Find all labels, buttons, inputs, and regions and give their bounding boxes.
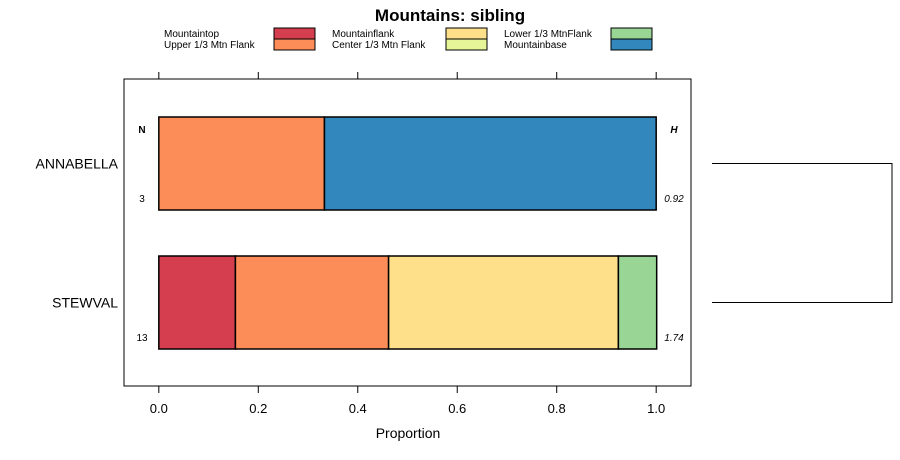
x-tick-label: 0.2 (249, 401, 267, 416)
x-tick-label: 0.6 (448, 401, 466, 416)
row-label: ANNABELLA (36, 156, 119, 172)
bar-segment (234, 255, 390, 350)
legend-label: Mountaintop (164, 29, 219, 40)
n-value: 13 (136, 333, 148, 344)
legend-swatch (445, 27, 488, 40)
row-labels: ANNABELLA STEWVAL (36, 156, 119, 311)
legend-swatch (273, 38, 316, 51)
legend-swatch (610, 27, 653, 40)
bar-segment (387, 255, 620, 350)
h-value: 0.92 (664, 194, 684, 205)
chart-title: Mountains: sibling (375, 6, 525, 25)
legend-swatch (445, 38, 488, 51)
dendrogram (712, 163, 893, 303)
x-axis: 0.0 0.2 0.4 0.6 0.8 1.0 (150, 72, 665, 416)
n-value: 3 (139, 194, 145, 205)
x-tick-label: 0.8 (548, 401, 566, 416)
dendrogram-branch (712, 163, 893, 303)
n-h-annotations: N H 3 0.92 13 1.74 (136, 125, 684, 344)
legend-label: Upper 1/3 Mtn Flank (164, 40, 256, 51)
bar-segment (617, 255, 658, 350)
x-tick-label: 0.0 (150, 401, 168, 416)
legend-label: Center 1/3 Mtn Flank (332, 40, 426, 51)
bar-segment (158, 116, 326, 211)
bars (158, 116, 658, 350)
legend-swatch (273, 27, 316, 40)
h-value: 1.74 (664, 333, 684, 344)
legend-label: Mountainflank (332, 29, 395, 40)
legend-swatch (610, 38, 653, 51)
n-header: N (138, 125, 145, 136)
legend-label: Mountainbase (504, 40, 567, 51)
x-tick-label: 1.0 (647, 401, 665, 416)
legend-label: Lower 1/3 MtnFlank (504, 29, 593, 40)
x-tick-label: 0.4 (349, 401, 367, 416)
h-header: H (670, 125, 678, 136)
x-axis-label: Proportion (376, 425, 441, 441)
row-label: STEWVAL (52, 295, 118, 311)
bar-segment (323, 116, 657, 211)
plot-frame (123, 78, 692, 387)
bar-segment (158, 255, 237, 350)
